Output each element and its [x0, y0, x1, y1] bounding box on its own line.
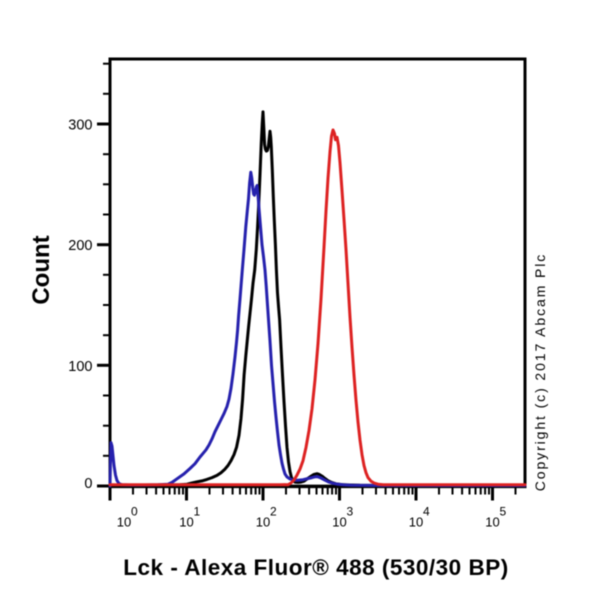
svg-text:Copyright (c) 2017 Abcam Plc: Copyright (c) 2017 Abcam Plc — [532, 253, 548, 491]
svg-text:0: 0 — [84, 476, 92, 492]
svg-text:10: 10 — [256, 515, 270, 530]
svg-text:10: 10 — [485, 515, 499, 530]
svg-text:3: 3 — [347, 505, 354, 519]
svg-text:10: 10 — [117, 515, 131, 530]
svg-text:2: 2 — [270, 505, 277, 519]
svg-text:10: 10 — [179, 515, 193, 530]
svg-text:200: 200 — [68, 238, 92, 254]
svg-text:10: 10 — [332, 515, 346, 530]
svg-text:Lck - Alexa Fluor® 488 (530/30: Lck - Alexa Fluor® 488 (530/30 BP) — [123, 555, 508, 580]
svg-text:0: 0 — [131, 505, 138, 519]
svg-text:1: 1 — [194, 505, 201, 519]
svg-text:300: 300 — [68, 118, 92, 134]
svg-text:100: 100 — [68, 359, 92, 375]
svg-text:10: 10 — [409, 515, 423, 530]
svg-text:Count: Count — [28, 235, 55, 304]
svg-text:5: 5 — [500, 505, 507, 519]
svg-text:4: 4 — [423, 505, 430, 519]
